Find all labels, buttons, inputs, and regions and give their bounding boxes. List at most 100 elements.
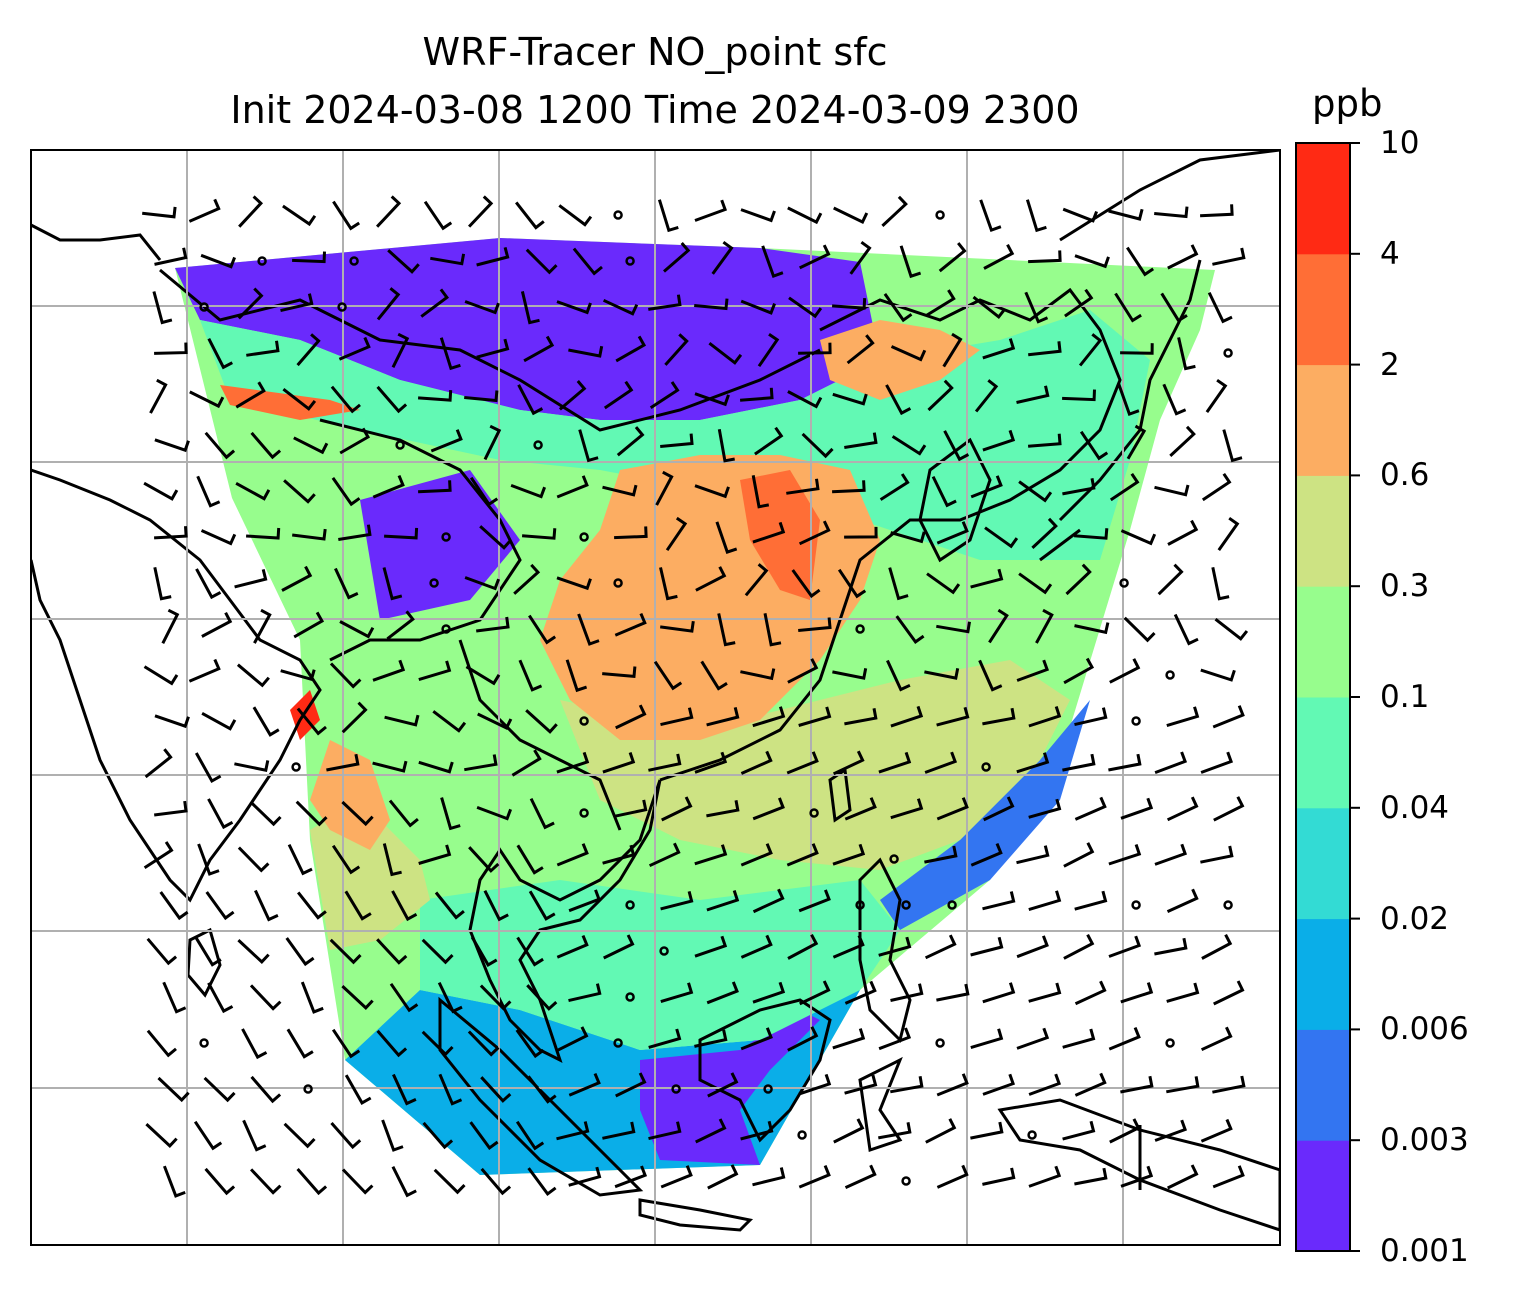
- wind-barb: [515, 201, 545, 230]
- colorbar-segment: [1296, 1140, 1350, 1252]
- wind-barb: [469, 1121, 499, 1150]
- wind-barb: [515, 1029, 545, 1059]
- wind-barb: [207, 338, 233, 370]
- wind-barb: [292, 251, 326, 264]
- wind-barb: [982, 707, 1016, 726]
- wind-barb: [890, 798, 924, 820]
- wind-barb: [706, 707, 740, 727]
- wind-barb: [430, 253, 466, 266]
- wind-barb: [899, 245, 922, 279]
- wind-barb: [602, 1121, 636, 1140]
- wind-barb: [201, 612, 233, 638]
- wind-barb: [464, 300, 500, 315]
- wind-barb: [252, 706, 280, 737]
- wind-barb: [556, 935, 589, 959]
- calm-wind-marker: [625, 992, 635, 1002]
- wind-barb: [578, 429, 599, 463]
- wind-barb: [516, 936, 544, 967]
- wind-barb: [418, 760, 454, 774]
- wind-barb: [296, 707, 327, 736]
- wind-barb: [468, 195, 494, 228]
- border-central: [319, 418, 522, 662]
- coastline-korea: [918, 437, 992, 563]
- wind-barb: [283, 479, 316, 504]
- wind-barb: [558, 204, 593, 227]
- wind-barb: [293, 436, 329, 455]
- wind-barb: [142, 206, 177, 219]
- wind-barb: [603, 380, 634, 410]
- wind-barb: [1074, 980, 1107, 1006]
- wind-barb: [694, 844, 728, 866]
- wind-barb: [417, 390, 453, 402]
- wind-barb: [372, 659, 406, 682]
- wind-barb: [1079, 430, 1109, 461]
- coastline-philippines: [858, 857, 912, 1043]
- wind-barb: [250, 431, 282, 460]
- wind-barb: [376, 1029, 408, 1058]
- calm-wind-marker: [1131, 900, 1141, 910]
- wind-barb: [162, 981, 187, 1014]
- wind-barb: [331, 1028, 361, 1059]
- calm-wind-marker: [947, 900, 957, 910]
- wind-barb: [146, 937, 178, 966]
- wind-barb: [144, 748, 173, 779]
- calm-wind-marker: [625, 900, 635, 910]
- wind-barb: [282, 204, 317, 227]
- wind-barb: [196, 475, 221, 508]
- calm-wind-marker: [901, 900, 911, 910]
- wind-barb: [418, 660, 452, 682]
- wind-barb: [382, 567, 403, 601]
- colorbar-tick-label: 0.6: [1380, 457, 1430, 494]
- wind-barb: [936, 1073, 969, 1097]
- wind-barb: [1062, 478, 1096, 496]
- wind-barb: [1114, 292, 1142, 323]
- colorbar-tick-label: 0.04: [1380, 789, 1450, 826]
- wind-barb: [1016, 385, 1050, 404]
- wind-barb: [1222, 429, 1243, 463]
- wind-barb: [344, 890, 372, 921]
- wind-barb: [846, 334, 875, 365]
- wind-barb: [832, 480, 866, 494]
- coastline-russia: [1059, 150, 1280, 242]
- wind-barb: [648, 753, 682, 772]
- wind-barb: [936, 621, 971, 634]
- wind-barb: [330, 385, 361, 414]
- wind-barb: [1028, 250, 1062, 264]
- wind-barb: [281, 565, 313, 592]
- calm-wind-marker: [257, 256, 267, 266]
- wind-barb: [523, 335, 555, 363]
- wind-barb: [798, 617, 832, 632]
- coastline-india: [31, 468, 322, 903]
- tracer-mid-band-south: [420, 880, 900, 1050]
- wind-barb: [801, 432, 834, 459]
- wind-barb: [381, 1119, 404, 1152]
- coastline-java: [638, 1198, 754, 1232]
- wind-barb: [655, 470, 674, 506]
- wind-barb: [329, 938, 362, 965]
- wind-barb: [1154, 751, 1188, 775]
- wind-barb: [752, 1167, 786, 1187]
- wind-barb: [1200, 1026, 1233, 1052]
- wind-barb: [837, 568, 867, 599]
- wind-barb: [694, 484, 730, 499]
- wind-barb: [787, 1026, 819, 1052]
- wind-barb: [924, 934, 957, 960]
- wind-barb: [1074, 1167, 1108, 1186]
- wind-barb: [707, 1072, 739, 1098]
- wind-barb: [982, 429, 1016, 452]
- wind-barb: [1018, 480, 1053, 503]
- wind-barb: [694, 199, 728, 222]
- wind-barb: [1207, 291, 1233, 324]
- wind-barb: [568, 345, 604, 358]
- wind-barb: [384, 714, 420, 727]
- wind-barb: [1126, 246, 1155, 277]
- wind-barb: [740, 208, 776, 223]
- wind-barb: [1200, 1118, 1233, 1143]
- wind-barb: [786, 843, 819, 867]
- wind-barb: [430, 429, 463, 453]
- wind-barb: [194, 936, 222, 967]
- wind-barb: [700, 660, 728, 691]
- wind-barb: [878, 751, 912, 774]
- map-title-line1: WRF-Tracer NO_point sfc: [422, 30, 888, 74]
